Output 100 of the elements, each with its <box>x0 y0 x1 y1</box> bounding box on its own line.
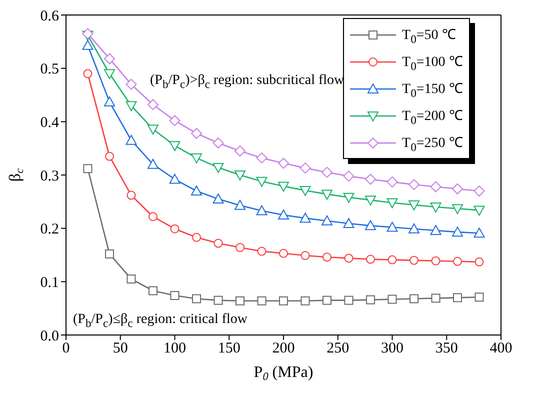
point <box>170 224 180 234</box>
point <box>386 198 398 208</box>
point <box>300 251 310 260</box>
x-tick-label: 250 <box>326 340 350 357</box>
point <box>126 134 137 145</box>
point <box>82 28 94 40</box>
point <box>83 164 92 174</box>
point <box>105 249 114 258</box>
point <box>365 196 376 206</box>
point <box>410 294 418 304</box>
x-tick-label: 0 <box>62 340 70 357</box>
point <box>344 254 354 263</box>
point <box>430 181 442 192</box>
point <box>234 170 246 180</box>
legend-label: T$_{0}$=100 ℃ <box>402 54 463 72</box>
point <box>212 138 224 148</box>
point <box>300 296 310 306</box>
point <box>388 255 397 264</box>
point <box>452 204 463 214</box>
point <box>365 174 376 185</box>
legend-label: T$_{0}$=150 ℃ <box>402 80 463 100</box>
point <box>256 152 268 164</box>
annotation: (P$_{b}$/P$_{c}$)>β$_{c}$ region: subcritical flow <box>150 72 344 93</box>
point <box>234 200 246 210</box>
point <box>169 141 180 152</box>
point <box>191 153 202 164</box>
y-tick-label: 0.3 <box>40 168 59 184</box>
point <box>256 176 268 187</box>
point <box>256 205 268 216</box>
point <box>279 248 288 258</box>
y-tick-label: 0.4 <box>40 114 60 131</box>
point <box>408 223 420 234</box>
x-tick-label: 400 <box>490 340 512 357</box>
point <box>300 186 311 196</box>
point <box>83 69 92 78</box>
point <box>212 163 224 174</box>
point <box>386 222 398 232</box>
point <box>366 295 375 304</box>
legend-label: T$_{0}$=250 ℃ <box>402 134 463 154</box>
point <box>431 256 440 266</box>
point <box>126 274 136 284</box>
y-tick-label: 0.5 <box>40 62 59 78</box>
x-tick-label: 150 <box>218 340 240 357</box>
point <box>126 101 137 112</box>
point <box>474 228 485 238</box>
point <box>148 286 158 296</box>
point <box>452 183 463 194</box>
point <box>257 296 266 306</box>
point <box>474 206 485 216</box>
point <box>236 296 244 306</box>
point <box>191 186 202 196</box>
point <box>344 296 354 305</box>
point <box>192 294 201 304</box>
point <box>343 218 354 228</box>
point <box>104 96 115 106</box>
point <box>474 292 484 302</box>
point <box>214 296 223 305</box>
point <box>169 115 180 126</box>
point <box>453 293 462 302</box>
point <box>474 186 485 196</box>
point <box>388 294 397 304</box>
point <box>278 182 289 192</box>
point <box>148 99 158 110</box>
point <box>148 158 158 169</box>
point <box>431 294 440 303</box>
point <box>474 257 484 266</box>
x-tick-label: 50 <box>112 340 128 357</box>
point <box>236 243 244 252</box>
y-tick-label: 0.6 <box>40 8 60 24</box>
point <box>169 174 180 184</box>
point <box>191 128 202 139</box>
point <box>212 194 224 204</box>
y-tick-label: 0.1 <box>40 274 59 291</box>
point <box>430 224 442 235</box>
point <box>234 146 246 156</box>
point <box>126 78 137 90</box>
point <box>214 238 223 248</box>
point <box>170 291 180 300</box>
point <box>322 296 332 305</box>
point <box>408 200 420 210</box>
point <box>453 256 462 266</box>
point <box>343 170 354 182</box>
point <box>105 152 114 161</box>
point <box>452 226 463 237</box>
point <box>430 202 442 212</box>
point <box>300 212 311 223</box>
point <box>322 190 332 200</box>
legend-label: T$_{0}$=50 ℃ <box>402 26 456 46</box>
point <box>104 69 115 80</box>
annotation: (P$_{b}$/P$_{c}$)≤β$_{c}$ region: critical flow <box>73 311 248 332</box>
y-tick-label: 0.0 <box>40 328 59 344</box>
x-axis-title: P$_{0}$ (MPa) <box>254 364 314 383</box>
point <box>278 158 289 169</box>
point <box>148 212 158 222</box>
point <box>366 254 375 264</box>
point <box>104 53 115 64</box>
x-tick-label: 200 <box>272 340 295 357</box>
point <box>126 190 136 200</box>
point <box>279 296 288 306</box>
point <box>300 162 311 174</box>
